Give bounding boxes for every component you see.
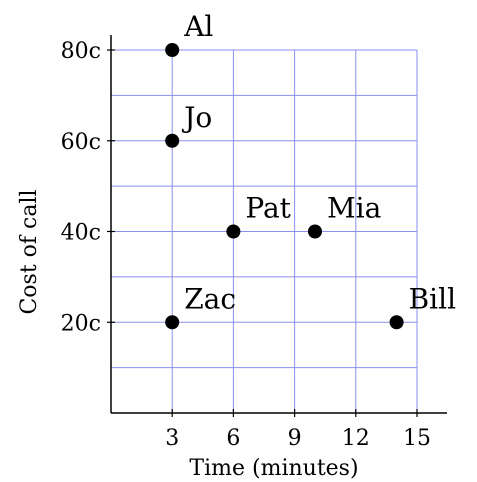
y-tick-label: 60c [61,130,101,155]
point-label-bill: Bill [409,282,456,315]
data-point-zac [165,315,180,330]
y-axis-title: Cost of call [17,189,42,314]
x-axis-title: Time (minutes) [189,456,358,481]
point-label-mia: Mia [327,192,381,225]
point-label-al: Al [183,10,213,43]
axes [110,35,447,414]
point-label-pat: Pat [245,192,291,225]
grid [111,49,418,413]
point-label-jo: Jo [181,101,212,134]
data-point-al [165,43,180,57]
data-point-mia [308,224,322,239]
data-point-pat [226,224,241,239]
y-tick-label: 20c [61,311,101,336]
x-tick-labels: 3 6 9 12 15 [165,409,431,451]
x-tick-label: 12 [342,426,370,451]
point-label-zac: Zac [184,282,236,315]
data-point-bill [389,315,404,330]
y-tick-label: 40c [61,221,101,246]
x-tick-label: 3 [165,426,179,451]
x-tick-label: 6 [226,426,240,451]
y-tick-labels: 20c 40c 60c 80c [61,39,115,336]
x-tick-label: 15 [403,426,431,451]
data-point-jo [165,133,180,148]
x-tick-label: 9 [288,426,302,451]
y-tick-label: 80c [61,39,101,64]
data-points: Al Jo Pat Mia Zac Bill [165,10,456,330]
